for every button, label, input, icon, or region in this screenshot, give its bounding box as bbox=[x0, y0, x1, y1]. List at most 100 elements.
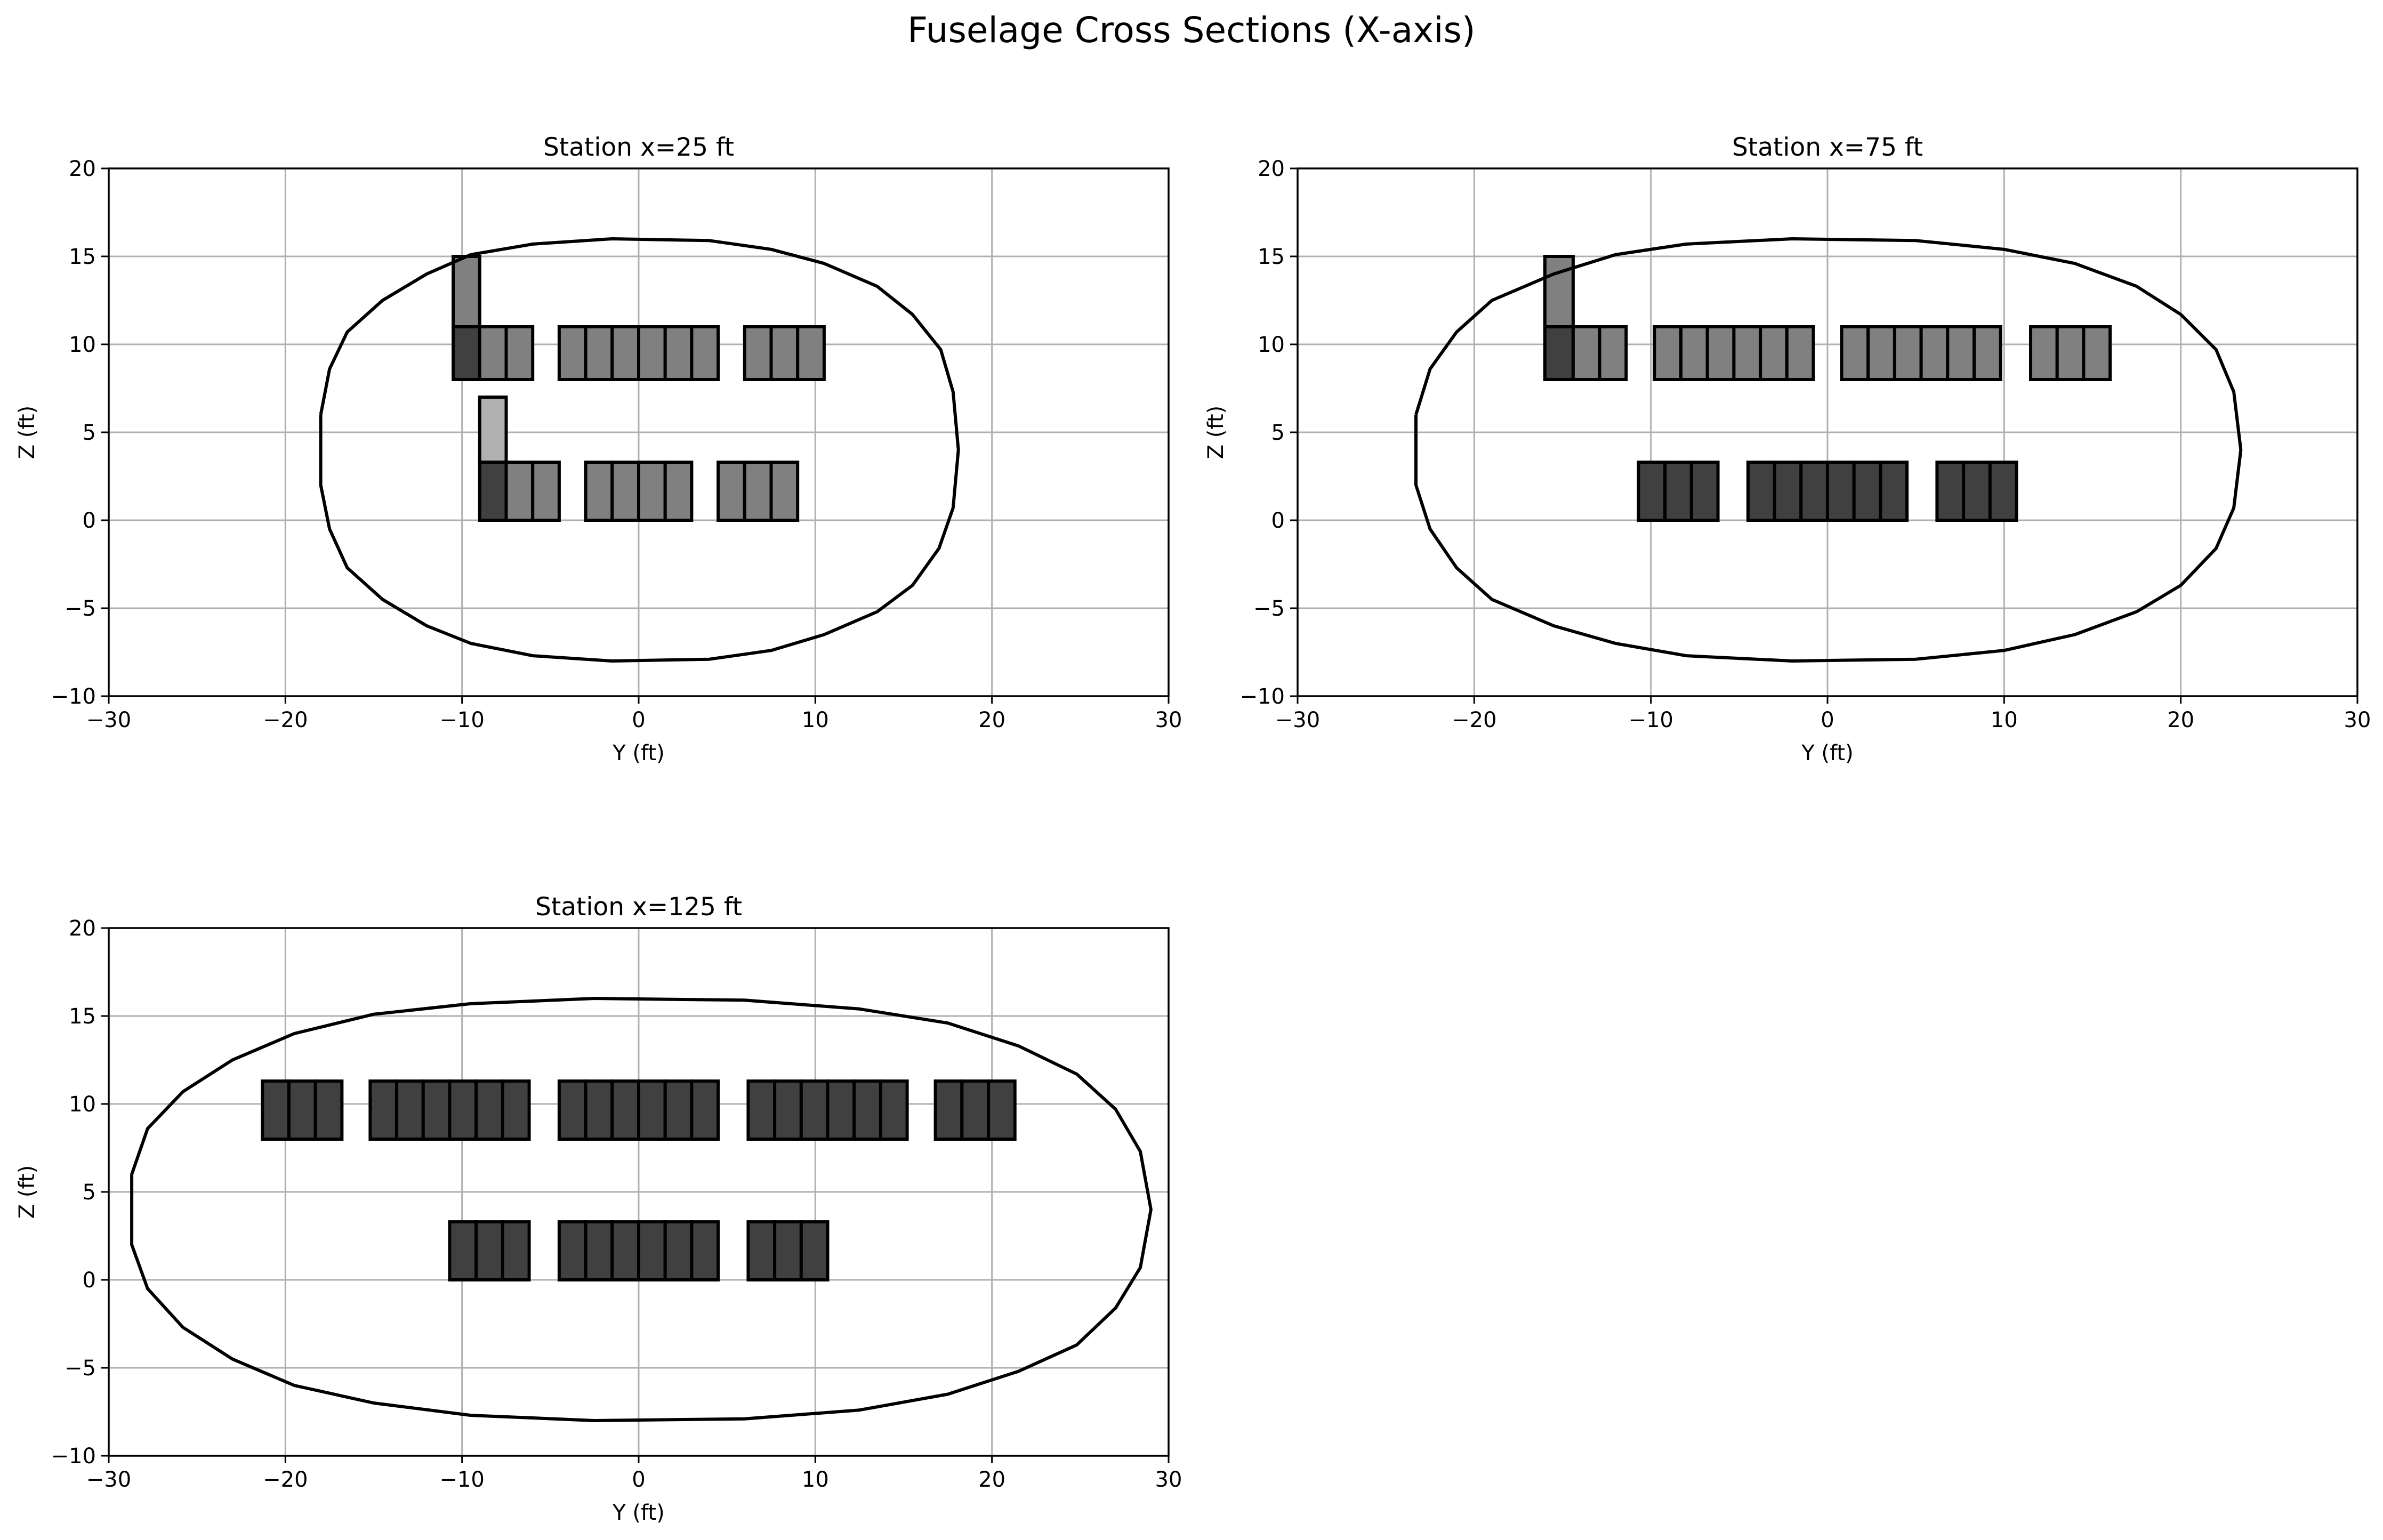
seat bbox=[769, 461, 800, 522]
seat bbox=[610, 1220, 641, 1282]
seat bbox=[474, 1220, 504, 1282]
seat bbox=[1732, 325, 1762, 381]
seat-block-medium bbox=[584, 461, 694, 522]
seat bbox=[395, 1079, 425, 1141]
seat bbox=[261, 1079, 291, 1141]
fuselage-outline bbox=[319, 237, 960, 663]
seat bbox=[610, 461, 641, 522]
seat bbox=[368, 1079, 399, 1141]
fuselage-outline bbox=[1414, 237, 2243, 663]
seat bbox=[1988, 461, 2018, 522]
seat bbox=[690, 1079, 720, 1141]
seat bbox=[584, 1220, 614, 1282]
seat bbox=[1663, 461, 1693, 522]
y-tick-label: 0 bbox=[1271, 509, 1285, 533]
seat bbox=[799, 1079, 830, 1141]
seat bbox=[610, 1079, 641, 1141]
x-tick-label: 0 bbox=[632, 708, 645, 732]
seat-block-dark bbox=[933, 1079, 1017, 1141]
seat bbox=[663, 325, 694, 381]
seat bbox=[1689, 461, 1720, 522]
seat-block-dark bbox=[1746, 461, 1909, 522]
seat bbox=[584, 461, 614, 522]
panel-title: Station x=125 ft bbox=[535, 892, 742, 922]
seat bbox=[663, 1220, 694, 1282]
x-axis-label: Y (ft) bbox=[1801, 741, 1853, 765]
x-tick-label: −20 bbox=[1452, 708, 1496, 732]
y-tick-label: 10 bbox=[69, 333, 96, 357]
x-tick-label: 10 bbox=[1991, 708, 2018, 732]
x-tick-label: 20 bbox=[2167, 708, 2194, 732]
y-tick-label: 10 bbox=[69, 1092, 96, 1117]
x-tick-label: −30 bbox=[1275, 708, 1320, 732]
x-tick-label: 0 bbox=[632, 1468, 645, 1492]
panel-title: Station x=75 ft bbox=[1732, 133, 1923, 162]
x-axis-label: Y (ft) bbox=[612, 1501, 664, 1525]
seat-block-light bbox=[478, 396, 508, 464]
y-axis-label: Z (ft) bbox=[1204, 406, 1228, 459]
seat bbox=[690, 325, 720, 381]
x-tick-label: 20 bbox=[978, 708, 1005, 732]
seat-block-dark bbox=[261, 1079, 344, 1141]
seat bbox=[2055, 325, 2086, 381]
seat bbox=[716, 461, 746, 522]
panel-title: Station x=25 ft bbox=[543, 133, 734, 162]
seat-block-medium bbox=[557, 325, 720, 381]
seat bbox=[637, 1220, 667, 1282]
seat bbox=[474, 1079, 504, 1141]
y-tick-label: 15 bbox=[69, 245, 96, 269]
x-tick-label: −10 bbox=[1628, 708, 1673, 732]
x-tick-label: 10 bbox=[802, 708, 829, 732]
y-tick-label: 20 bbox=[69, 916, 96, 941]
seat bbox=[1973, 325, 2002, 381]
y-tick-label: 0 bbox=[83, 509, 96, 533]
y-tick-label: 5 bbox=[1271, 421, 1285, 445]
y-tick-label: −10 bbox=[51, 1444, 96, 1469]
y-tick-label: −10 bbox=[51, 684, 96, 709]
y-tick-label: −5 bbox=[65, 596, 96, 621]
seat-block-dark bbox=[1935, 461, 2018, 522]
seat bbox=[287, 1079, 317, 1141]
seat bbox=[637, 1079, 667, 1141]
x-tick-label: 0 bbox=[1821, 708, 1834, 732]
x-tick-label: 30 bbox=[1155, 1468, 1182, 1492]
y-tick-label: 0 bbox=[83, 1268, 96, 1293]
x-tick-label: 20 bbox=[978, 1468, 1005, 1492]
x-tick-label: −10 bbox=[439, 1468, 484, 1492]
seat bbox=[1852, 461, 1882, 522]
y-axis-label: Z (ft) bbox=[15, 1165, 39, 1219]
x-axis-label: Y (ft) bbox=[612, 741, 664, 765]
y-tick-label: 5 bbox=[83, 421, 96, 445]
x-tick-label: −30 bbox=[86, 1468, 131, 1492]
seat bbox=[987, 1079, 1017, 1141]
seat-block-dark bbox=[746, 1220, 830, 1282]
seat-block-medium bbox=[1840, 325, 2002, 381]
seat-block-medium bbox=[504, 461, 561, 522]
seat bbox=[531, 461, 561, 522]
seat bbox=[933, 1079, 964, 1141]
seat bbox=[663, 1079, 694, 1141]
x-tick-label: −30 bbox=[86, 708, 131, 732]
fuselage-outline bbox=[130, 997, 1153, 1422]
y-tick-label: −10 bbox=[1240, 684, 1285, 709]
seat bbox=[504, 325, 535, 381]
seat bbox=[852, 1079, 882, 1141]
seat bbox=[448, 1220, 478, 1282]
seat-block-medium bbox=[1571, 325, 1628, 381]
seat-block-medium bbox=[716, 461, 800, 522]
seat bbox=[690, 1220, 720, 1282]
seat bbox=[501, 1220, 531, 1282]
y-tick-label: 15 bbox=[69, 1004, 96, 1029]
y-tick-label: 5 bbox=[83, 1180, 96, 1205]
seat bbox=[1598, 325, 1628, 381]
y-tick-label: −5 bbox=[1253, 596, 1285, 621]
seat bbox=[504, 461, 535, 522]
seat bbox=[557, 1220, 587, 1282]
seat-block-medium bbox=[478, 325, 535, 381]
seat bbox=[2029, 325, 2059, 381]
seat bbox=[746, 1220, 777, 1282]
seat bbox=[478, 396, 508, 464]
figure-title: Fuselage Cross Sections (X-axis) bbox=[907, 10, 1476, 51]
seat-block-medium bbox=[1653, 325, 1815, 381]
